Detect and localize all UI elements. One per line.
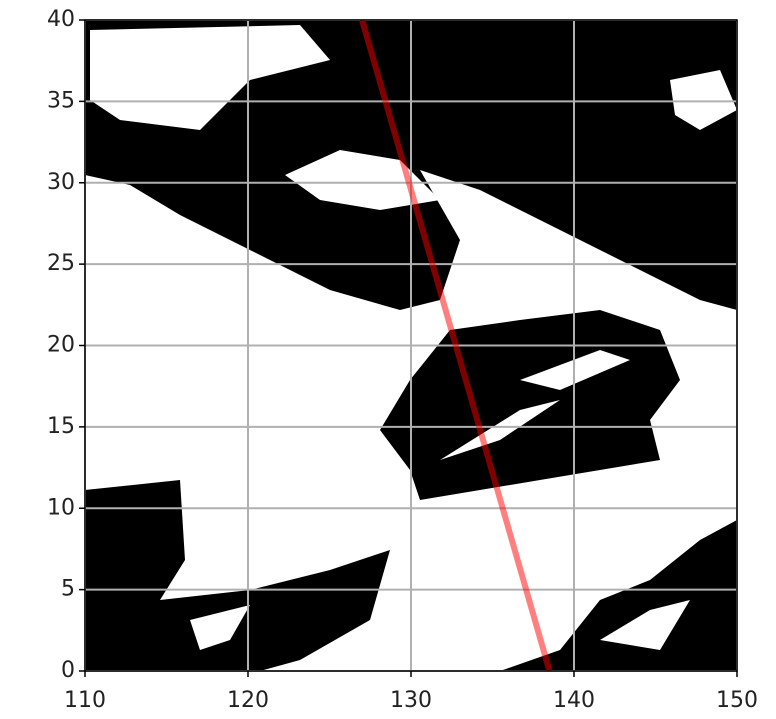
y-tick-label: 0 — [61, 658, 75, 683]
y-tick-label: 35 — [47, 88, 75, 113]
y-tick-label: 20 — [47, 333, 75, 358]
y-tick-label: 15 — [47, 414, 75, 439]
x-tick-label: 120 — [227, 688, 269, 713]
y-tick-label: 10 — [47, 495, 75, 520]
x-tick-label: 130 — [390, 688, 432, 713]
y-tick-label: 5 — [61, 577, 75, 602]
x-tick-label: 150 — [716, 688, 758, 713]
marks — [359, 19, 553, 672]
x-tick-label: 140 — [553, 688, 595, 713]
x-tick-label: 110 — [64, 688, 106, 713]
y-tick-label: 40 — [47, 7, 75, 32]
y-tick-label: 25 — [47, 251, 75, 276]
line — [359, 19, 553, 672]
y-tick-label: 30 — [47, 170, 75, 195]
